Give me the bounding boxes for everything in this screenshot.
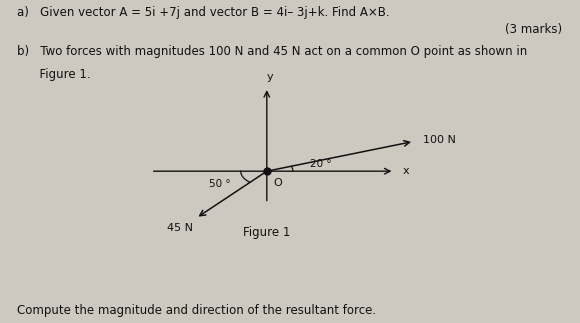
Text: y: y — [266, 72, 273, 82]
Text: Compute the magnitude and direction of the resultant force.: Compute the magnitude and direction of t… — [17, 304, 376, 317]
Text: 45 N: 45 N — [167, 223, 193, 233]
Text: O: O — [274, 178, 282, 188]
Text: b)   Two forces with magnitudes 100 N and 45 N act on a common O point as shown : b) Two forces with magnitudes 100 N and … — [17, 45, 528, 58]
Text: 100 N: 100 N — [423, 135, 455, 145]
Text: 50 °: 50 ° — [209, 179, 230, 189]
Text: x: x — [403, 166, 409, 176]
Text: Figure 1.: Figure 1. — [17, 68, 91, 81]
Text: Figure 1: Figure 1 — [243, 226, 291, 239]
Text: a)   Given vector A = 5i +7j and vector B = 4i– 3j+k. Find A×B.: a) Given vector A = 5i +7j and vector B … — [17, 6, 390, 19]
Text: (3 marks): (3 marks) — [506, 23, 563, 36]
Text: 20 °: 20 ° — [310, 159, 332, 169]
